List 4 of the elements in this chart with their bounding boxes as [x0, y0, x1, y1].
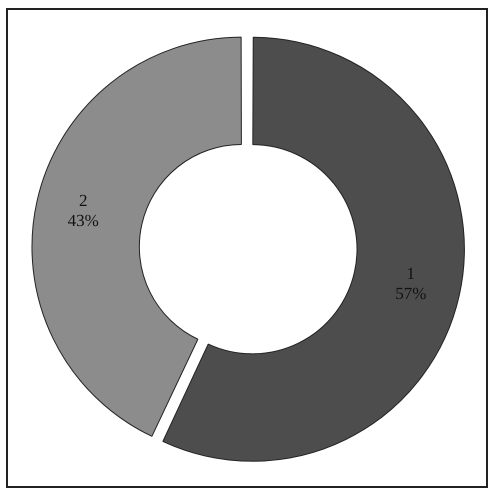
- data-label: 57%: [395, 284, 426, 304]
- slice-label: 2: [78, 190, 88, 210]
- data-label: 43%: [68, 210, 99, 230]
- slice-label: 1: [406, 264, 416, 284]
